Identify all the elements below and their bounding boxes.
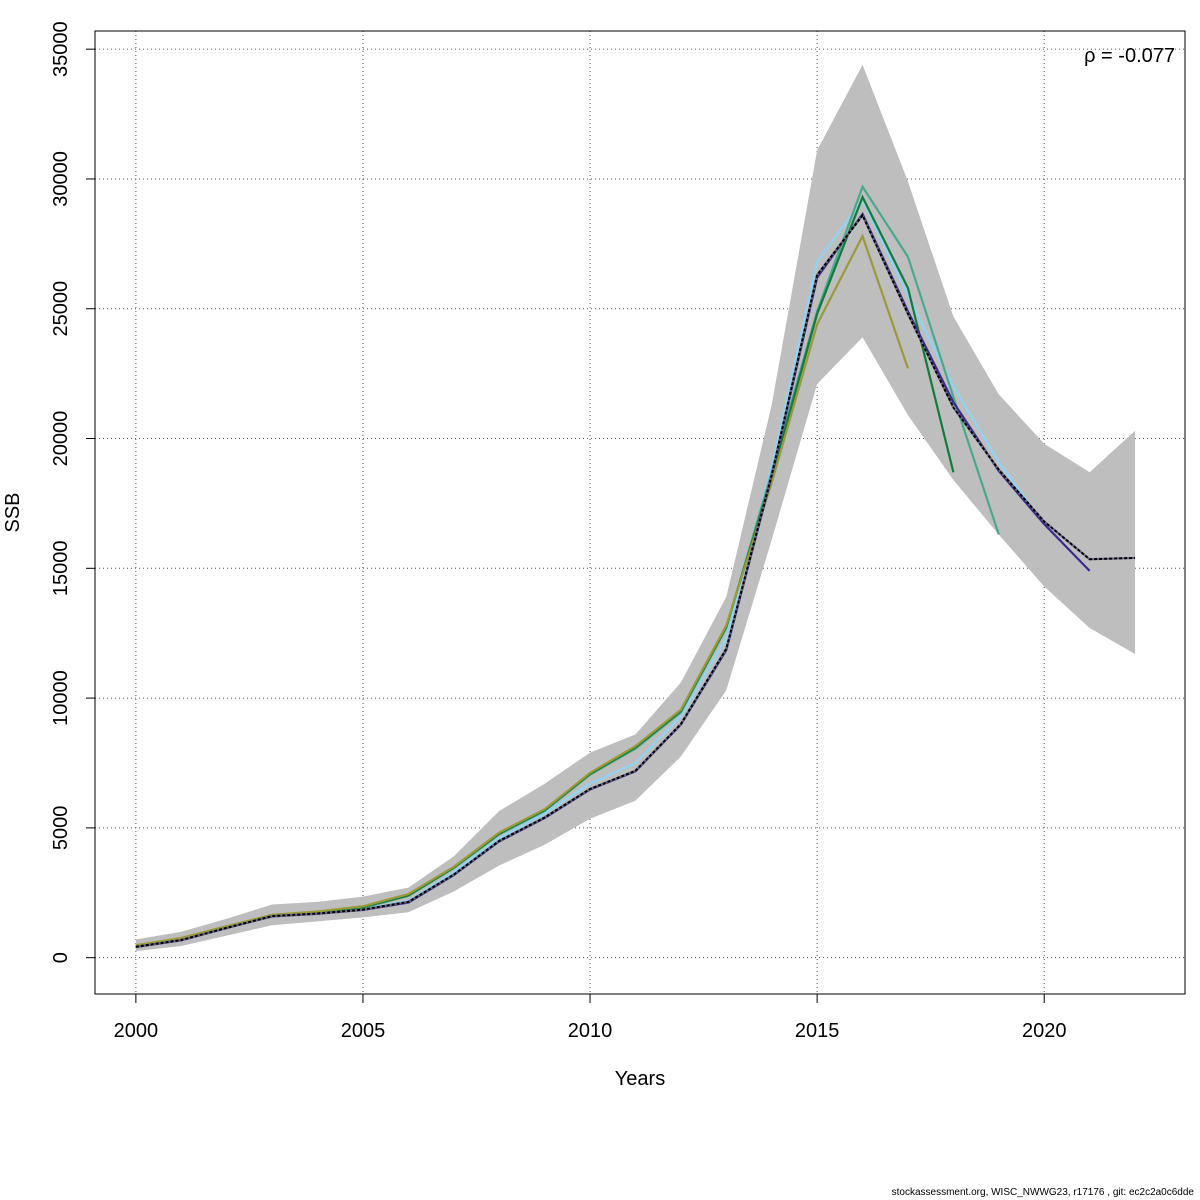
x-axis-title: Years: [615, 1068, 665, 1090]
y-tick-label: 10000: [50, 670, 72, 726]
footer-credit: stockassessment.org, WISC_NWWG23, r17176…: [891, 1187, 1194, 1198]
series-layer: [135, 184, 1136, 949]
y-tick-label: 0: [50, 952, 72, 963]
y-tick-label: 20000: [50, 411, 72, 467]
x-tick-label: 2020: [1022, 1020, 1067, 1042]
y-tick-label: 5000: [50, 806, 72, 851]
confidence-band: [135, 64, 1136, 952]
x-tick-label: 2000: [114, 1020, 159, 1042]
y-tick-label: 35000: [50, 21, 72, 77]
x-tick-label: 2010: [568, 1020, 613, 1042]
x-tick-label: 2005: [341, 1020, 386, 1042]
y-tick-label: 15000: [50, 540, 72, 596]
y-tick-label: 25000: [50, 281, 72, 337]
x-tick-label: 2015: [795, 1020, 840, 1042]
series-line-reference: [135, 213, 1136, 948]
x-axis: 2000 2005 2010 2015 2020: [114, 993, 1067, 1042]
y-tick-label: 30000: [50, 151, 72, 207]
y-axis: 0 5000 10000 15000 20000 25000 30000 35000: [50, 21, 96, 963]
series-line-reference-base: [135, 213, 1136, 948]
confidence-band-layer: [135, 64, 1136, 952]
series-line-4: [135, 233, 909, 947]
rho-annotation: ρ = -0.077: [1084, 45, 1175, 67]
y-axis-title: SSB: [2, 492, 24, 532]
